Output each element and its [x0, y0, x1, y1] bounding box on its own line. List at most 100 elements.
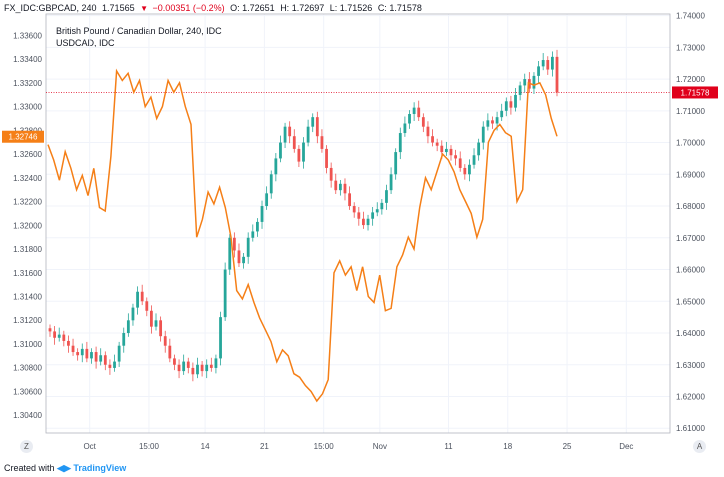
right-axis-tick-label: 1.66000 — [676, 266, 705, 275]
left-axis-tick-label: 1.31000 — [13, 340, 42, 349]
right-axis-tick-label: 1.69000 — [676, 170, 705, 179]
candle — [108, 359, 112, 375]
candle — [163, 330, 167, 353]
candle-body — [458, 158, 462, 168]
tradingview-logo-icon[interactable]: ◀▶ — [57, 463, 71, 473]
candle — [292, 129, 296, 153]
candle — [550, 51, 554, 77]
candle — [408, 110, 411, 129]
candle-body — [94, 352, 98, 362]
candle — [537, 60, 540, 83]
auto-scale-button[interactable]: A — [693, 440, 706, 453]
down-arrow-icon: ▼ — [140, 4, 149, 13]
candle — [256, 218, 259, 237]
candle — [468, 159, 471, 182]
right-axis-tick-label: 1.65000 — [676, 297, 705, 306]
x-axis-tick-label: 15:00 — [314, 442, 335, 451]
candle-body — [246, 237, 250, 257]
candle — [177, 359, 181, 379]
candle — [205, 359, 209, 379]
candle-body — [491, 120, 494, 124]
candle-body — [440, 145, 444, 153]
ohlc-high: H: 1.72697 — [280, 3, 325, 13]
left-axis-tick-label: 1.33400 — [13, 55, 42, 64]
candle — [491, 116, 494, 129]
tradingview-link[interactable]: TradingView — [73, 463, 127, 473]
left-axis-tick-label: 1.30800 — [13, 364, 42, 373]
candle — [509, 95, 513, 115]
candle — [196, 357, 199, 379]
candle-body — [228, 237, 232, 270]
legend-primary[interactable]: British Pound / Canadian Dollar, 240, ID… — [56, 26, 222, 36]
candle — [232, 232, 236, 258]
candle-body — [385, 190, 388, 203]
candle — [454, 149, 457, 166]
candle-body — [514, 94, 517, 108]
candle — [518, 81, 522, 101]
candle — [412, 102, 416, 121]
candle-body — [509, 101, 513, 108]
candle — [150, 305, 153, 334]
candle — [71, 338, 75, 356]
candle-body — [477, 142, 481, 156]
candle — [269, 170, 273, 199]
candle-body — [468, 164, 471, 175]
candle — [223, 262, 227, 321]
candle-body — [555, 56, 559, 93]
candle — [504, 97, 508, 117]
x-axis-tick-label: 15:00 — [139, 442, 160, 451]
candle-body — [57, 334, 61, 338]
candle-body — [504, 101, 508, 111]
candle — [435, 138, 439, 152]
left-axis-tick-label: 1.33000 — [13, 103, 42, 112]
candle-body — [269, 174, 273, 194]
candle — [53, 326, 57, 345]
candle-body — [394, 152, 398, 175]
candle — [375, 202, 379, 217]
last-price: 1.71565 — [102, 3, 135, 13]
legend-secondary[interactable]: USDCAD, IDC — [56, 38, 115, 48]
candle — [320, 129, 324, 153]
candle — [214, 354, 218, 374]
symbol-title[interactable]: FX_IDC:GBPCAD, 240 — [4, 3, 97, 13]
zoom-reset-button[interactable]: Z — [20, 440, 33, 453]
candle — [159, 316, 163, 342]
candle — [334, 173, 338, 194]
candle-body — [80, 348, 84, 356]
candle — [209, 357, 213, 372]
candle — [523, 73, 527, 93]
candle-body — [297, 148, 301, 162]
candle-body — [329, 167, 333, 181]
candle — [426, 121, 430, 144]
candle-body — [431, 136, 434, 143]
left-axis-tick-label: 1.33600 — [13, 31, 42, 40]
candle — [168, 338, 172, 363]
candle — [385, 184, 388, 210]
x-axis-tick-label: 18 — [503, 442, 512, 451]
right-axis-tick-label: 1.68000 — [676, 202, 705, 211]
candle — [338, 180, 342, 196]
candle-body — [486, 120, 490, 127]
candle-body — [362, 218, 365, 226]
x-axis-tick-label: 14 — [201, 442, 210, 451]
right-axis-tick-label: 1.67000 — [676, 234, 705, 243]
candle — [302, 137, 305, 169]
candle — [200, 360, 204, 377]
left-price-badge-label: 1.32746 — [9, 133, 38, 142]
candle — [325, 145, 328, 174]
candle — [182, 354, 186, 375]
candle-body — [173, 358, 176, 365]
candle — [251, 224, 255, 242]
candle — [94, 346, 98, 369]
candle-body — [90, 352, 93, 359]
candle-body — [159, 320, 163, 337]
candle — [431, 129, 434, 147]
candle — [541, 53, 545, 71]
right-axis-tick-label: 1.70000 — [676, 139, 705, 148]
candle-body — [546, 60, 550, 70]
candle-body — [214, 358, 218, 368]
candle-body — [352, 206, 356, 213]
candle-body — [191, 367, 195, 375]
